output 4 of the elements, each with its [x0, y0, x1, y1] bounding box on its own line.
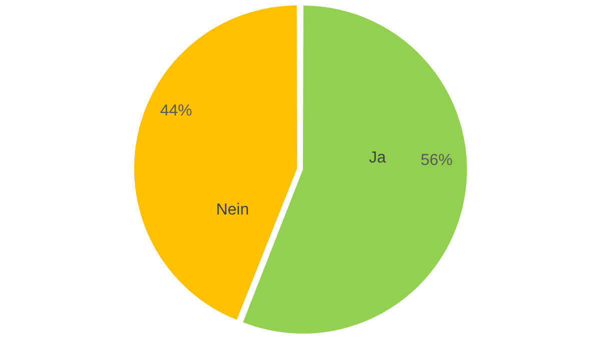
slice-label: Nein — [216, 201, 250, 218]
slice-label: Ja — [368, 149, 386, 166]
data-label: 56% — [420, 152, 453, 169]
data-label: 44% — [160, 102, 192, 120]
